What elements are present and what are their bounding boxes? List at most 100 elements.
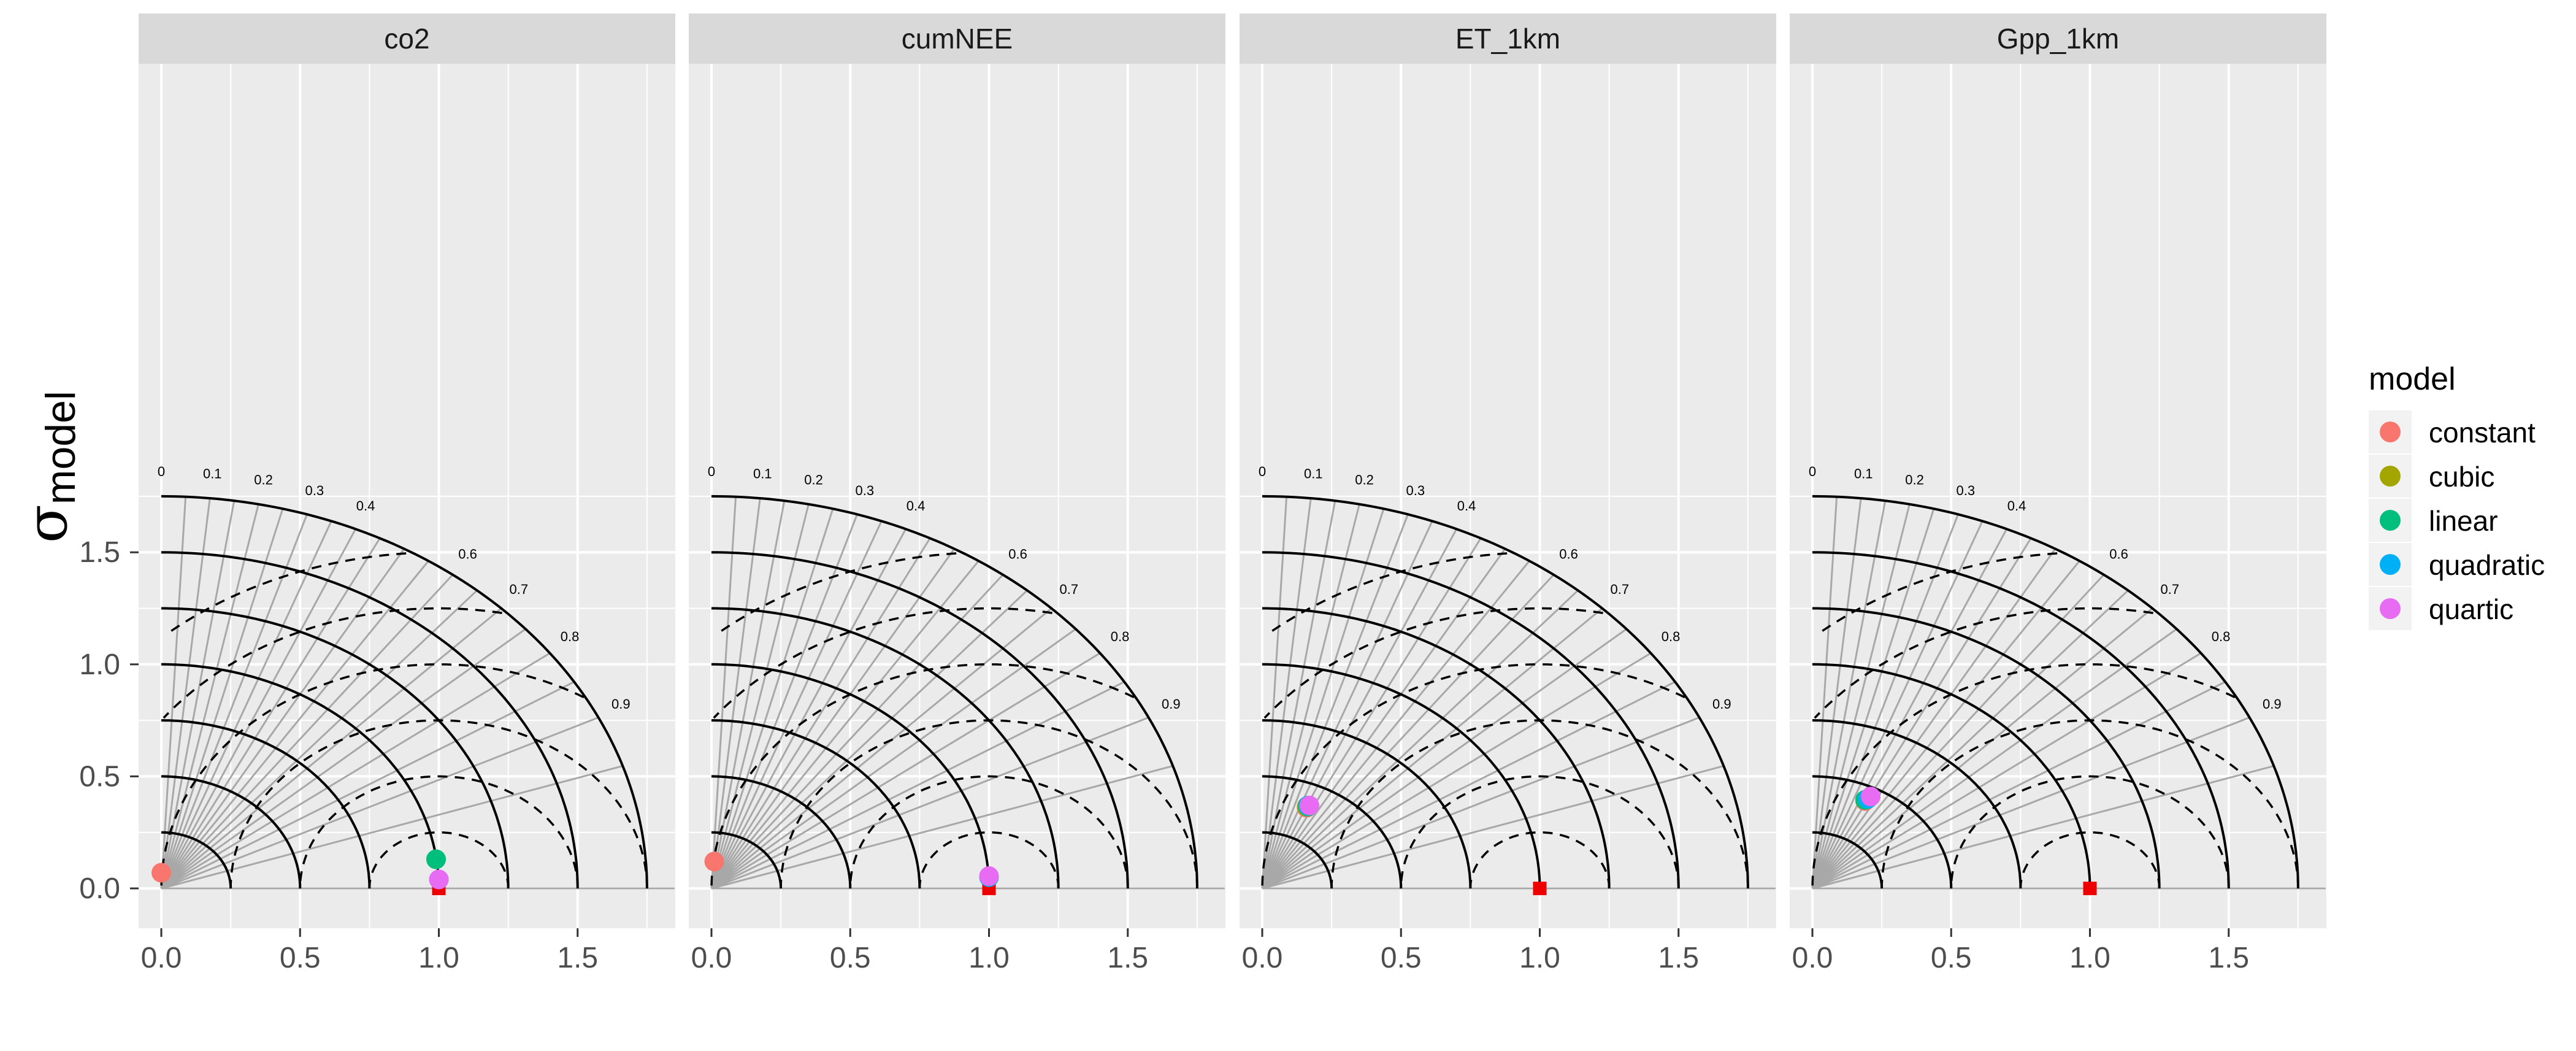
correlation-spoke	[1262, 652, 1652, 890]
sd-arc	[1812, 551, 2230, 889]
correlation-spoke	[1811, 496, 1838, 889]
x-tick-label: 0.5	[1931, 942, 1972, 974]
correlation-spoke	[160, 560, 429, 889]
correlation-label: 0.9	[1712, 696, 1731, 712]
facet-panel-co2: co2 0 0.1 0.2 0.3 0.4 0.6 0.7 0.8 0.9 0.0 0.5 1.0 1.5	[139, 13, 675, 974]
legend-title: model	[2369, 361, 2456, 397]
correlation-spoke	[1812, 652, 2202, 890]
correlation-label: 0.7	[2161, 582, 2180, 597]
correlation-label: 0.1	[1854, 466, 1873, 481]
correlation-spoke	[711, 652, 1101, 890]
correlation-spoke	[710, 574, 1004, 890]
correlation-spoke	[710, 500, 786, 889]
correlation-label: 0.8	[1111, 629, 1130, 644]
data-point-quartic	[979, 866, 999, 886]
x-tick-label: 1.5	[557, 942, 598, 974]
sd-arc	[161, 495, 648, 889]
legend-swatch	[2380, 466, 2401, 487]
sd-arc	[161, 663, 440, 888]
reference-point	[2083, 882, 2097, 895]
correlation-spoke	[160, 537, 381, 889]
correlation-label: 0.3	[855, 483, 874, 498]
rms-arc	[1811, 663, 2236, 889]
facet-strip	[689, 13, 1225, 64]
correlation-spoke	[1261, 500, 1336, 889]
correlation-spoke	[710, 590, 1028, 890]
correlation-spoke	[161, 628, 526, 890]
rms-arc	[1814, 607, 2153, 719]
sd-arc	[1262, 719, 1472, 889]
correlation-spoke	[711, 680, 1125, 890]
correlation-spoke	[1262, 680, 1676, 890]
legend-swatch	[2380, 422, 2401, 442]
y-tick-label: 1.5	[79, 536, 120, 569]
correlation-label: 0.3	[1406, 483, 1425, 498]
legend-label: quadratic	[2429, 549, 2545, 581]
correlation-spoke	[160, 590, 478, 890]
legend-swatch	[2380, 510, 2401, 531]
x-tick-label: 0.5	[830, 942, 871, 974]
sd-arc	[711, 775, 852, 889]
reference-point	[1533, 882, 1547, 895]
correlation-spoke	[1811, 520, 1984, 889]
rms-arc	[1400, 775, 1680, 889]
correlation-spoke	[160, 528, 357, 889]
correlation-spoke	[710, 496, 737, 889]
correlation-spoke	[1261, 528, 1458, 889]
correlation-spoke	[1811, 528, 2008, 889]
x-tick-label: 1.5	[2208, 942, 2249, 974]
facet-title: ET_1km	[1455, 23, 1560, 55]
correlation-spoke	[1812, 607, 2153, 890]
correlation-spoke	[1261, 520, 1433, 889]
sd-arc	[161, 719, 371, 889]
sd-arc	[711, 495, 1198, 889]
x-tick-label: 1.5	[1658, 942, 1699, 974]
correlation-spoke	[160, 520, 332, 889]
correlation-spoke	[161, 764, 623, 890]
correlation-spoke	[1262, 764, 1724, 890]
correlation-label: 0.6	[458, 546, 477, 561]
facet-strip	[139, 13, 675, 64]
correlation-spoke	[711, 628, 1076, 890]
legend-swatch	[2380, 598, 2401, 619]
correlation-spoke	[1812, 628, 2177, 890]
legend-label: linear	[2429, 505, 2498, 537]
correlation-spoke	[1811, 548, 2057, 889]
correlation-label: 0.9	[2263, 696, 2282, 712]
sd-arc	[1812, 495, 2299, 889]
correlation-label: 0	[708, 464, 715, 479]
correlation-spoke	[711, 607, 1052, 890]
correlation-spoke	[710, 520, 883, 889]
plot-area: 0 0.1 0.2 0.3 0.4 0.6 0.7 0.8 0.9	[1790, 64, 2326, 928]
correlation-spoke	[1811, 504, 1911, 889]
y-axis-title: σmodel	[14, 391, 84, 543]
x-tick-label: 0.0	[1242, 942, 1283, 974]
correlation-spoke	[1811, 560, 2080, 889]
correlation-spoke	[1261, 574, 1555, 890]
correlation-label: 0.1	[1304, 466, 1323, 481]
correlation-spoke	[1811, 508, 1935, 889]
correlation-spoke	[1262, 717, 1700, 890]
y-axis-title-subscript: model	[37, 391, 84, 504]
facet-panel-cumNEE: cumNEE 0 0.1 0.2 0.3 0.4 0.6 0.7 0.8 0.9 0.0 0.5 1.0…	[689, 13, 1225, 974]
correlation-spoke	[711, 764, 1173, 890]
correlation-spoke	[161, 717, 599, 890]
correlation-label: 0.6	[2109, 546, 2128, 561]
correlation-spoke	[160, 508, 284, 889]
y-axis-title-symbol: σ	[14, 504, 80, 543]
correlation-spoke	[1261, 498, 1312, 889]
x-tick-label: 1.0	[2069, 942, 2110, 974]
correlation-spoke	[1261, 508, 1385, 889]
correlation-label: 0.2	[804, 472, 823, 488]
correlation-label: 0	[158, 464, 165, 479]
correlation-label: 0.7	[1611, 582, 1630, 597]
x-tick-label: 0.0	[141, 942, 182, 974]
data-point-constant	[151, 863, 171, 883]
correlation-spoke	[1261, 504, 1360, 889]
correlation-label: 0.8	[561, 629, 580, 644]
correlation-spoke	[1261, 590, 1579, 890]
sd-arc	[161, 775, 302, 889]
correlation-spoke	[1261, 537, 1482, 889]
correlation-spoke	[160, 500, 236, 889]
